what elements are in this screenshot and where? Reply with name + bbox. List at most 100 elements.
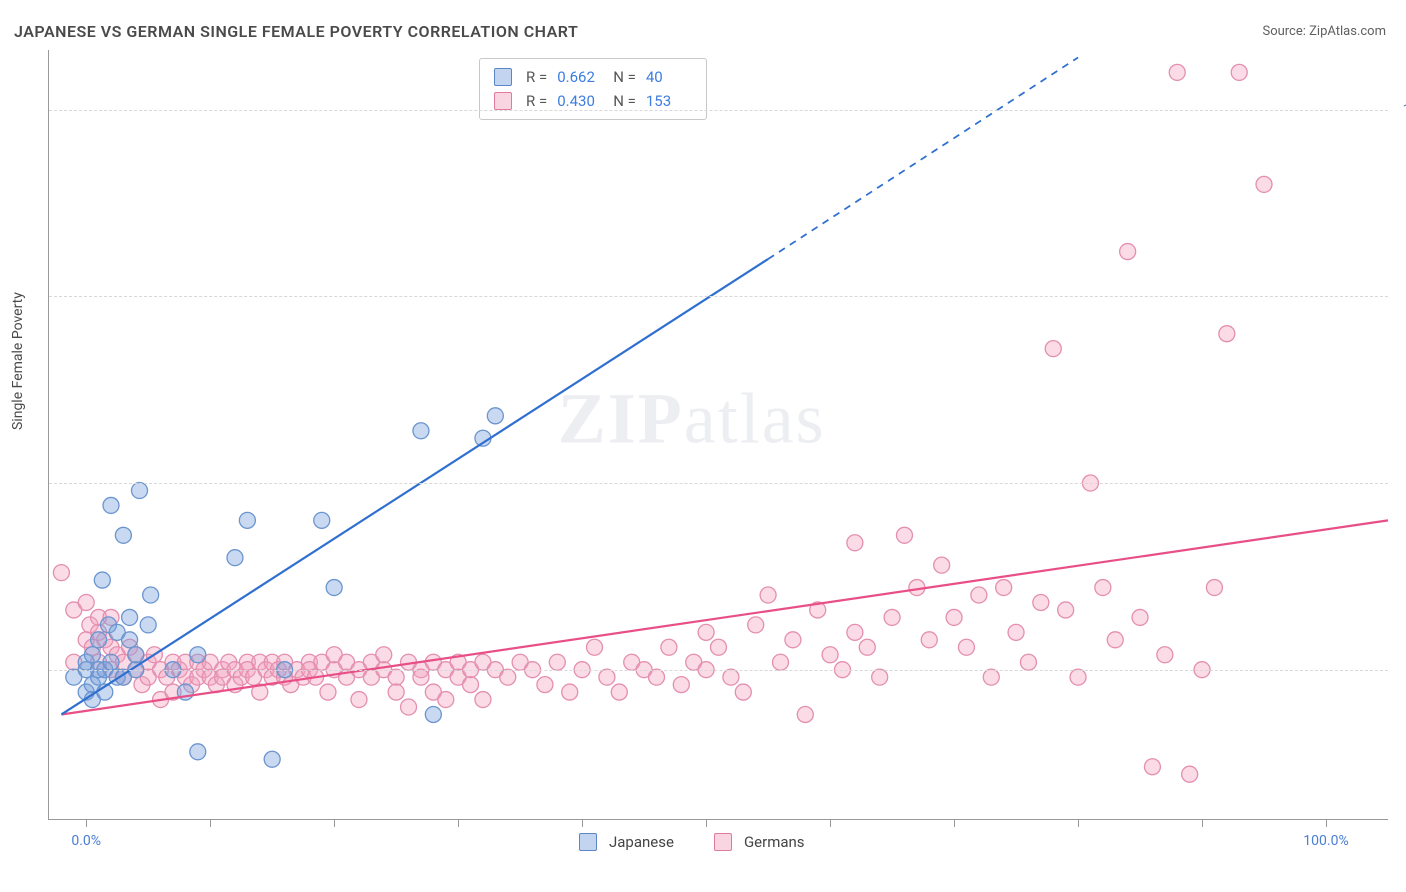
ytick-label: 25.0%: [1393, 662, 1406, 678]
scatter-point-germans: [748, 617, 764, 633]
y-axis-label: Single Female Poverty: [10, 292, 26, 430]
scatter-point-japanese: [140, 617, 156, 633]
scatter-point-japanese: [190, 647, 206, 663]
scatter-point-japanese: [227, 550, 243, 566]
scatter-point-germans: [562, 684, 578, 700]
scatter-point-germans: [946, 609, 962, 625]
scatter-point-germans: [500, 669, 516, 685]
scatter-point-japanese: [128, 647, 144, 663]
scatter-point-japanese: [94, 572, 110, 588]
scatter-point-japanese: [326, 580, 342, 596]
scatter-point-germans: [1157, 647, 1173, 663]
xtick-label: 100.0%: [1303, 833, 1348, 849]
scatter-point-germans: [1231, 64, 1247, 80]
gridline: [49, 110, 1388, 111]
scatter-point-germans: [438, 692, 454, 708]
legend-label-japanese: Japanese: [609, 833, 674, 851]
xtick: [1326, 819, 1327, 827]
scatter-point-japanese: [132, 482, 148, 498]
scatter-point-germans: [475, 692, 491, 708]
scatter-point-germans: [1120, 244, 1136, 260]
xtick: [830, 819, 831, 827]
scatter-point-germans: [649, 669, 665, 685]
xtick: [706, 819, 707, 827]
ytick-label: 75.0%: [1393, 288, 1406, 304]
chart-title: JAPANESE VS GERMAN SINGLE FEMALE POVERTY…: [14, 22, 578, 41]
scatter-point-germans: [772, 654, 788, 670]
xtick: [334, 819, 335, 827]
trendline-japanese-dashed: [768, 57, 1078, 259]
legend: Japanese Germans: [579, 833, 805, 851]
scatter-point-germans: [934, 557, 950, 573]
scatter-point-germans: [872, 669, 888, 685]
scatter-point-germans: [53, 565, 69, 581]
xtick: [86, 819, 87, 827]
scatter-point-germans: [1132, 609, 1148, 625]
scatter-point-germans: [1206, 580, 1222, 596]
scatter-point-germans: [1020, 654, 1036, 670]
scatter-point-germans: [673, 677, 689, 693]
xtick: [1078, 819, 1079, 827]
scatter-point-germans: [785, 632, 801, 648]
scatter-point-germans: [78, 594, 94, 610]
scatter-point-japanese: [115, 527, 131, 543]
scatter-point-germans: [537, 677, 553, 693]
scatter-point-germans: [1058, 602, 1074, 618]
scatter-point-germans: [661, 639, 677, 655]
scatter-point-germans: [463, 677, 479, 693]
scatter-point-germans: [797, 706, 813, 722]
scatter-point-germans: [1144, 759, 1160, 775]
xtick: [458, 819, 459, 827]
scatter-point-japanese: [103, 497, 119, 513]
scatter-point-germans: [611, 684, 627, 700]
scatter-point-germans: [723, 669, 739, 685]
scatter-point-germans: [711, 639, 727, 655]
scatter-point-germans: [1256, 176, 1272, 192]
scatter-point-germans: [1045, 341, 1061, 357]
legend-item-japanese: Japanese: [579, 833, 674, 851]
gridline: [49, 670, 1388, 671]
xtick: [210, 819, 211, 827]
plot-area: ZIPatlas R = 0.662 N = 40 R = 0.430 N = …: [48, 50, 1388, 820]
r-value-japanese: 0.662: [557, 65, 603, 89]
scatter-point-germans: [971, 587, 987, 603]
scatter-point-germans: [1219, 326, 1235, 342]
xtick: [1202, 819, 1203, 827]
scatter-point-japanese: [239, 512, 255, 528]
scatter-point-germans: [320, 684, 336, 700]
scatter-point-germans: [376, 647, 392, 663]
stats-row-japanese: R = 0.662 N = 40: [494, 65, 692, 89]
scatter-point-germans: [1107, 632, 1123, 648]
scatter-point-japanese: [264, 751, 280, 767]
n-label: N =: [613, 65, 636, 89]
scatter-point-germans: [760, 587, 776, 603]
swatch-germans: [494, 92, 512, 110]
scatter-point-germans: [859, 639, 875, 655]
scatter-point-japanese: [122, 609, 138, 625]
scatter-point-japanese: [91, 632, 107, 648]
scatter-point-germans: [401, 699, 417, 715]
swatch-japanese: [494, 68, 512, 86]
scatter-point-germans: [388, 669, 404, 685]
source-attribution: Source: ZipAtlas.com: [1262, 24, 1386, 39]
scatter-point-japanese: [103, 654, 119, 670]
scatter-point-germans: [958, 639, 974, 655]
scatter-point-japanese: [425, 706, 441, 722]
r-label: R =: [526, 65, 547, 89]
scatter-point-germans: [735, 684, 751, 700]
scatter-point-germans: [1095, 580, 1111, 596]
scatter-point-germans: [996, 580, 1012, 596]
scatter-point-germans: [884, 609, 900, 625]
legend-label-germans: Germans: [744, 833, 805, 851]
gridline: [49, 296, 1388, 297]
scatter-point-germans: [1182, 766, 1198, 782]
scatter-point-germans: [1008, 624, 1024, 640]
trendline-germans: [61, 520, 1388, 714]
scatter-point-japanese: [314, 512, 330, 528]
gridline: [49, 483, 1388, 484]
scatter-point-japanese: [122, 632, 138, 648]
scatter-point-japanese: [143, 587, 159, 603]
scatter-point-germans: [599, 669, 615, 685]
n-value-japanese: 40: [646, 65, 692, 89]
legend-swatch-japanese: [579, 833, 597, 851]
